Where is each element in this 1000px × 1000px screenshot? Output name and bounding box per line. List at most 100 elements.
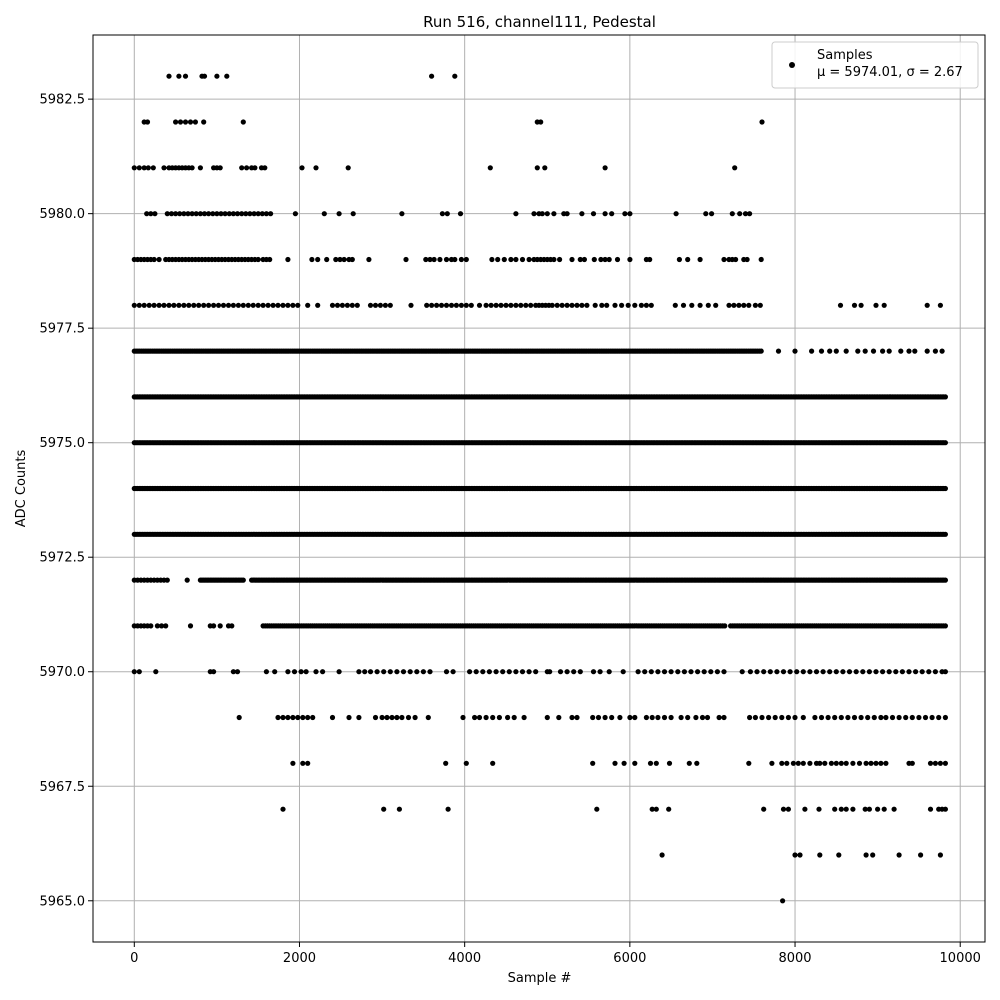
data-point bbox=[295, 714, 301, 721]
data-point bbox=[206, 302, 212, 308]
data-point bbox=[372, 714, 379, 721]
data-point bbox=[329, 714, 336, 721]
data-point bbox=[334, 302, 341, 308]
data-point bbox=[881, 806, 887, 812]
data-point bbox=[539, 211, 545, 217]
data-point bbox=[240, 119, 246, 125]
data-point bbox=[705, 302, 711, 308]
data-point bbox=[817, 760, 823, 766]
data-point bbox=[638, 302, 645, 308]
data-point bbox=[840, 669, 846, 675]
data-point bbox=[850, 806, 856, 812]
y-tick-label: 5967.5 bbox=[40, 780, 86, 795]
data-point bbox=[377, 302, 383, 308]
data-point bbox=[619, 302, 625, 308]
data-point bbox=[490, 760, 496, 766]
data-point bbox=[427, 669, 433, 675]
data-point bbox=[873, 669, 879, 675]
data-point bbox=[403, 256, 409, 263]
data-point bbox=[731, 302, 737, 308]
data-point bbox=[794, 669, 800, 675]
data-point bbox=[891, 806, 897, 812]
data-point bbox=[159, 623, 165, 629]
data-point bbox=[758, 348, 764, 354]
data-point bbox=[366, 256, 372, 263]
data-point bbox=[774, 669, 780, 675]
data-point bbox=[858, 714, 864, 721]
legend-marker bbox=[789, 62, 795, 68]
data-point bbox=[742, 211, 749, 217]
data-point bbox=[784, 760, 790, 766]
data-point bbox=[785, 714, 792, 721]
data-point bbox=[785, 806, 792, 812]
data-point bbox=[526, 256, 532, 263]
data-point bbox=[220, 302, 227, 308]
data-point bbox=[131, 302, 137, 308]
x-axis-title: Sample # bbox=[508, 971, 572, 986]
legend: Samples μ = 5974.01, σ = 2.67 bbox=[771, 41, 979, 89]
data-point bbox=[161, 165, 167, 171]
data-point bbox=[868, 760, 874, 766]
data-point bbox=[827, 669, 833, 675]
data-point bbox=[937, 852, 944, 858]
data-point bbox=[185, 211, 191, 217]
data-point bbox=[716, 714, 722, 721]
data-point bbox=[305, 302, 311, 308]
data-point bbox=[374, 669, 380, 675]
data-point bbox=[569, 256, 575, 263]
data-point bbox=[305, 714, 311, 721]
data-point bbox=[825, 714, 831, 721]
data-point bbox=[853, 669, 859, 675]
data-point bbox=[443, 669, 450, 675]
data-point bbox=[666, 806, 672, 812]
data-point bbox=[807, 669, 813, 675]
data-point bbox=[262, 165, 268, 171]
data-point bbox=[569, 302, 575, 308]
data-point bbox=[439, 211, 445, 217]
data-point bbox=[767, 669, 773, 675]
data-point bbox=[766, 714, 772, 721]
data-point bbox=[181, 302, 187, 308]
legend-series-name: Samples bbox=[817, 48, 873, 63]
data-point bbox=[807, 760, 813, 766]
data-point bbox=[236, 714, 242, 721]
data-point bbox=[855, 348, 861, 354]
data-point bbox=[263, 211, 269, 217]
data-point bbox=[389, 714, 395, 721]
data-point bbox=[757, 302, 763, 308]
data-point bbox=[795, 760, 801, 766]
data-point bbox=[828, 760, 835, 766]
data-point bbox=[164, 211, 170, 217]
data-point bbox=[643, 714, 650, 721]
data-point bbox=[932, 348, 939, 354]
y-tick-label: 5972.5 bbox=[40, 551, 86, 566]
data-point bbox=[154, 623, 160, 629]
data-point bbox=[443, 256, 450, 263]
data-point bbox=[483, 714, 489, 721]
data-point bbox=[136, 165, 142, 171]
data-point bbox=[942, 394, 949, 400]
data-point bbox=[843, 348, 849, 354]
data-point bbox=[473, 669, 479, 675]
data-point bbox=[655, 669, 661, 675]
data-point bbox=[405, 714, 412, 721]
data-point bbox=[275, 714, 281, 721]
legend-stats-annotation: μ = 5974.01, σ = 2.67 bbox=[817, 65, 963, 80]
data-point bbox=[832, 806, 838, 812]
data-point bbox=[878, 714, 884, 721]
data-point bbox=[163, 623, 169, 629]
data-point bbox=[733, 256, 739, 263]
data-point bbox=[942, 760, 949, 766]
data-point bbox=[592, 302, 598, 308]
data-point bbox=[942, 485, 949, 492]
data-point bbox=[321, 211, 327, 217]
data-point bbox=[131, 165, 137, 171]
data-point bbox=[197, 165, 203, 171]
data-point bbox=[521, 714, 527, 721]
data-point bbox=[280, 714, 286, 721]
data-point bbox=[856, 760, 863, 766]
data-point bbox=[400, 669, 407, 675]
data-point bbox=[937, 302, 944, 308]
data-point bbox=[800, 669, 806, 675]
